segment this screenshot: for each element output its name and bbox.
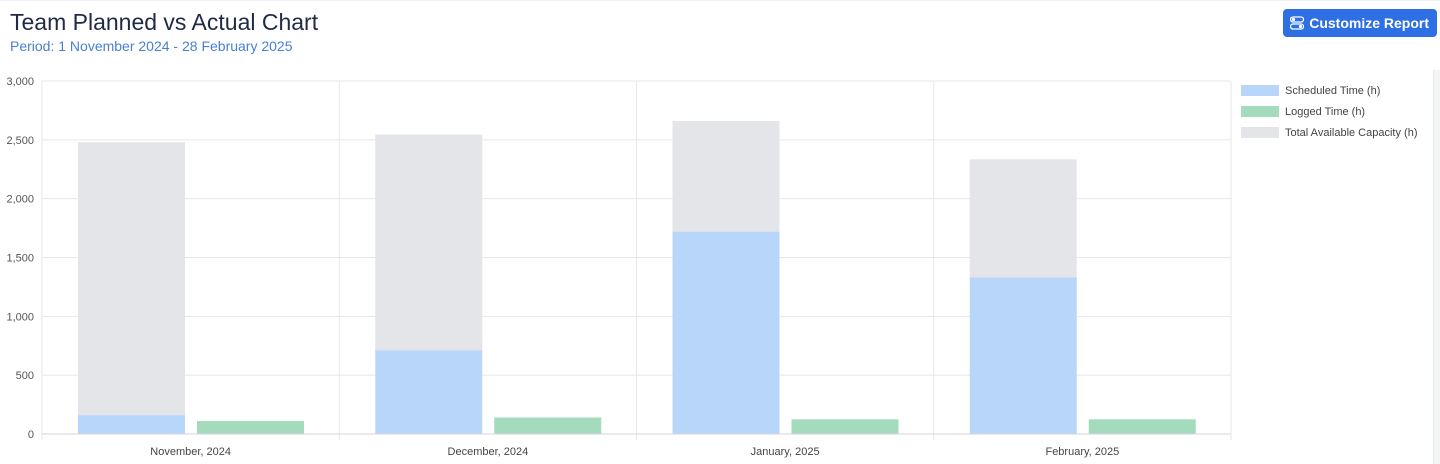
toggle-settings-icon [1290, 16, 1305, 30]
y-tick-label: 2,000 [6, 194, 34, 206]
bar-capacity [672, 121, 780, 232]
period-label: Period: 1 November 2024 - 28 February 20… [10, 38, 293, 54]
report-header: Team Planned vs Actual Chart Period: 1 N… [10, 8, 318, 55]
bar-capacity [78, 142, 185, 416]
chart-legend: Scheduled Time (h) Logged Time (h) Total… [1241, 80, 1417, 143]
bar-scheduled [672, 231, 780, 434]
scrollbar[interactable] [1433, 70, 1440, 464]
customize-report-button[interactable]: Customize Report [1283, 9, 1437, 37]
x-tick-label: February, 2025 [1045, 446, 1119, 458]
legend-label-scheduled: Scheduled Time (h) [1285, 84, 1381, 97]
page-title: Team Planned vs Actual Chart [10, 9, 319, 35]
x-tick-label: January, 2025 [751, 446, 820, 458]
bar-capacity [969, 159, 1077, 278]
legend-swatch-logged [1241, 106, 1279, 117]
x-tick-label: December, 2024 [448, 446, 529, 458]
bar-chart: 0 500 1,000 1,500 2,000 2,500 3,000 November, 2… [6, 76, 1232, 458]
legend-swatch-scheduled [1241, 85, 1279, 96]
legend-item-scheduled[interactable]: Scheduled Time (h) [1241, 80, 1417, 101]
bar-logged [791, 419, 899, 434]
chart-area: 0 500 1,000 1,500 2,000 2,500 3,000 November, 2… [0, 70, 1440, 464]
legend-item-capacity[interactable]: Total Available Capacity (h) [1241, 122, 1417, 143]
y-tick-label: 0 [28, 429, 34, 441]
y-tick-label: 1,000 [6, 311, 34, 323]
legend-item-logged[interactable]: Logged Time (h) [1241, 101, 1417, 122]
bar-scheduled [375, 350, 483, 434]
legend-label-capacity: Total Available Capacity (h) [1285, 126, 1418, 139]
bar-scheduled [969, 277, 1077, 434]
bar-logged [494, 417, 602, 434]
bar-scheduled [78, 415, 185, 434]
y-tick-label: 500 [16, 370, 34, 382]
y-tick-label: 1,500 [6, 253, 34, 265]
legend-label-logged: Logged Time (h) [1285, 105, 1366, 118]
y-tick-label: 3,000 [6, 76, 34, 88]
y-tick-label: 2,500 [6, 135, 34, 147]
bar-logged [197, 421, 304, 434]
legend-swatch-capacity [1241, 127, 1279, 138]
bar-capacity [375, 134, 483, 351]
customize-report-label: Customize Report [1309, 15, 1429, 31]
bar-logged [1088, 419, 1196, 434]
x-tick-label: November, 2024 [150, 446, 231, 458]
